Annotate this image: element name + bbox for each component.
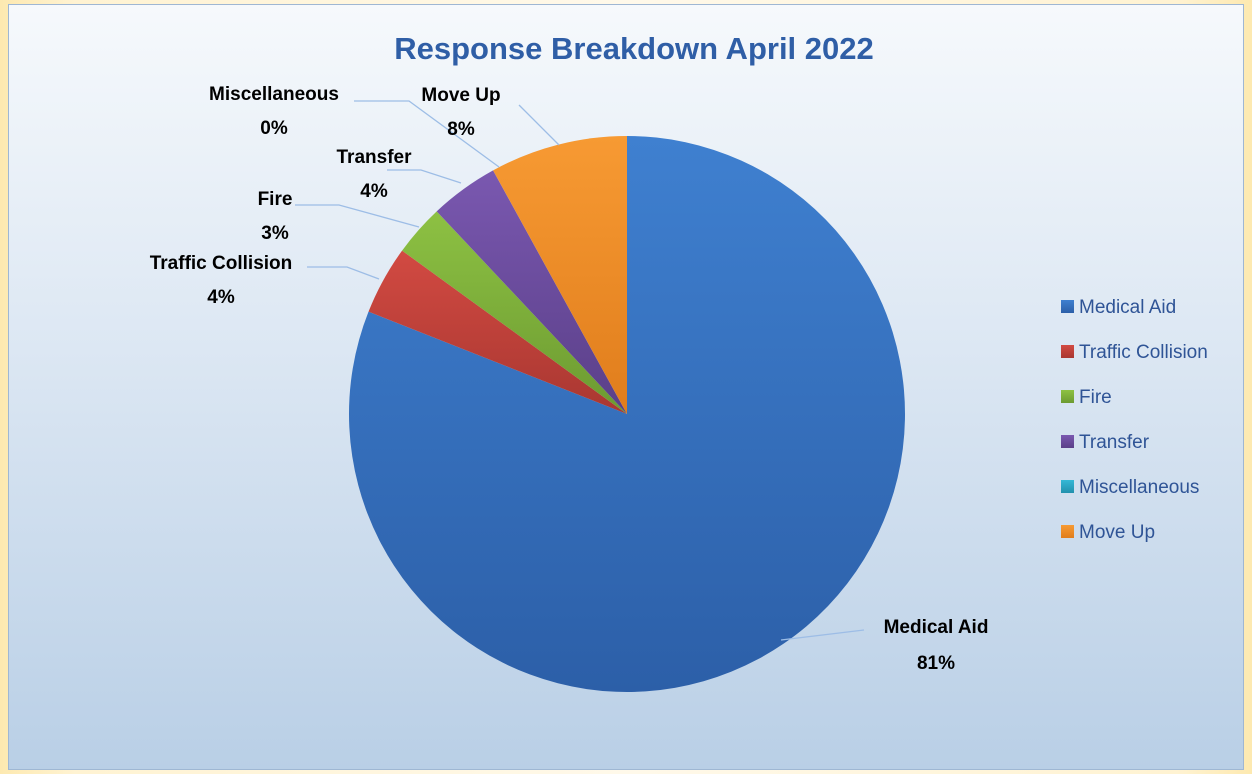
leader-line-fire bbox=[295, 204, 420, 228]
data-label-value-fire: 3% bbox=[261, 223, 289, 244]
leader-line-traffic-collision bbox=[307, 266, 380, 280]
data-label-name-fire: Fire bbox=[258, 189, 293, 210]
legend-label-move-up: Move Up bbox=[1079, 522, 1155, 543]
pie-slice-traffic-collision bbox=[368, 250, 627, 414]
data-labels: Medical Aid 81% Traffic Collision 4% Fire 3% T… bbox=[150, 84, 989, 674]
leader-line-transfer bbox=[387, 169, 462, 184]
data-label-name-move-up: Move Up bbox=[421, 85, 500, 106]
legend-swatch-move-up bbox=[1061, 525, 1074, 538]
data-label-value-move-up: 8% bbox=[447, 119, 475, 140]
pie-chart: Response Breakdown April 2022 Medical Ai… bbox=[150, 31, 1208, 692]
data-label-name-miscellaneous: Miscellaneous bbox=[209, 84, 339, 105]
legend-label-miscellaneous: Miscellaneous bbox=[1079, 477, 1199, 498]
chart-area: Response Breakdown April 2022 Medical Ai… bbox=[8, 4, 1244, 770]
pie-slice-transfer bbox=[436, 170, 627, 414]
pie-slice-move-up bbox=[493, 136, 627, 414]
chart-title: Response Breakdown April 2022 bbox=[394, 31, 874, 66]
legend-swatch-medical-aid bbox=[1061, 300, 1074, 313]
legend-label-transfer: Transfer bbox=[1079, 432, 1150, 453]
data-label-name-transfer: Transfer bbox=[337, 147, 413, 168]
data-label-value-miscellaneous: 0% bbox=[260, 118, 288, 139]
legend-label-medical-aid: Medical Aid bbox=[1079, 297, 1176, 318]
pie-slice-fire bbox=[402, 211, 627, 414]
label-leader-lines bbox=[295, 100, 865, 641]
pie-slices bbox=[349, 136, 905, 692]
data-label-name-traffic-collision: Traffic Collision bbox=[150, 253, 293, 274]
leader-line-move-up bbox=[518, 104, 560, 146]
data-label-name-medical-aid: Medical Aid bbox=[884, 617, 989, 638]
legend-label-traffic-collision: Traffic Collision bbox=[1079, 342, 1208, 363]
data-label-value-medical-aid: 81% bbox=[917, 653, 955, 674]
leader-line-miscellaneous bbox=[354, 100, 500, 168]
legend-swatch-fire bbox=[1061, 390, 1074, 403]
legend-swatch-transfer bbox=[1061, 435, 1074, 448]
legend-swatch-traffic-collision bbox=[1061, 345, 1074, 358]
legend-swatch-miscellaneous bbox=[1061, 480, 1074, 493]
legend-label-fire: Fire bbox=[1079, 387, 1112, 408]
legend: Medical Aid Traffic Collision Fire Transfer… bbox=[1061, 297, 1208, 543]
data-label-value-transfer: 4% bbox=[360, 181, 388, 202]
data-label-value-traffic-collision: 4% bbox=[207, 287, 235, 308]
leader-line-medical-aid bbox=[780, 629, 865, 641]
